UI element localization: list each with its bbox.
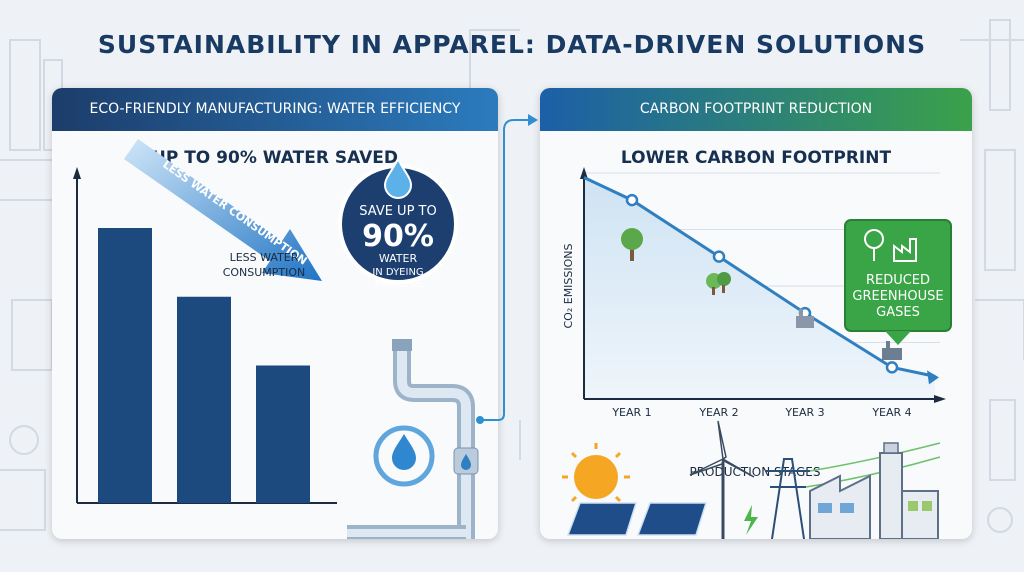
water-bar <box>177 296 231 503</box>
water-bar <box>98 228 152 503</box>
carbon-footprint-panel: CARBON FOOTPRINT REDUCTION LOWER CARBON … <box>540 88 972 539</box>
page-title: SUSTAINABILITY IN APPAREL: DATA-DRIVEN S… <box>97 30 927 59</box>
x-tick-label: YEAR 2 <box>698 406 738 419</box>
factory-icon <box>893 238 917 262</box>
carbon-point <box>712 250 726 263</box>
badge-percent: 90% <box>362 219 434 254</box>
carbon-line-arrowhead <box>927 370 939 385</box>
solar-panel-icon <box>566 502 708 536</box>
callout-line-2: GREENHOUSE <box>852 289 943 304</box>
x-tick-label: YEAR 4 <box>871 406 911 419</box>
x-tick-label: YEAR 1 <box>611 406 651 419</box>
tree-icon <box>864 229 884 261</box>
carbon-point <box>625 193 639 207</box>
water-panel-header: ECO-FRIENDLY MANUFACTURING: WATER EFFICI… <box>52 88 498 131</box>
callout-line-1: REDUCED <box>866 273 930 288</box>
greenhouse-callout: REDUCED GREENHOUSE GASES <box>844 219 952 345</box>
factory-icon <box>809 442 939 539</box>
water-drop-icon <box>383 156 413 199</box>
water-chart-title: UP TO 90% WATER SAVED <box>152 148 398 168</box>
carbon-area <box>584 177 935 399</box>
badge-line-5: PROCESS <box>375 279 422 290</box>
factory-icon <box>796 309 814 328</box>
callout-line-3: GASES <box>876 305 920 320</box>
tree-icon <box>621 228 643 261</box>
badge-line-1: SAVE UP TO <box>359 204 436 219</box>
carbon-chart: CO₂ EMISSIONS YEAR 1 YEAR 2 YEAR 3 YEAR 4 P… <box>562 167 952 539</box>
sun-icon <box>562 443 630 511</box>
carbon-chart-title: LOWER CARBON FOOTPRINT <box>620 148 892 168</box>
connector-arrow <box>476 114 538 424</box>
carbon-y-label: CO₂ EMISSIONS <box>562 243 575 328</box>
pipe-icon <box>347 339 479 539</box>
tree-icon <box>706 272 731 295</box>
water-chart: LESS WATER CONSUMPTION LESS WATER CONSUM… <box>73 139 479 539</box>
recycle-drop-icon <box>373 425 435 487</box>
water-bar <box>256 365 310 503</box>
badge-line-4: IN DYEING <box>372 267 423 278</box>
badge-line-3: WATER <box>379 252 418 265</box>
less-water-label-2: CONSUMPTION <box>223 266 306 279</box>
wind-turbine-icon <box>689 420 755 539</box>
less-water-label-1: LESS WATER <box>230 251 299 264</box>
carbon-line <box>583 176 936 378</box>
carbon-point <box>885 361 899 374</box>
factory-icon <box>882 341 902 360</box>
power-pylon-icon <box>766 442 941 539</box>
carbon-panel-header: CARBON FOOTPRINT REDUCTION <box>540 88 972 131</box>
x-tick-label: YEAR 3 <box>784 406 824 419</box>
water-efficiency-panel: ECO-FRIENDLY MANUFACTURING: WATER EFFICI… <box>52 88 498 539</box>
less-water-arrow <box>124 139 322 281</box>
lightning-icon <box>744 505 758 535</box>
